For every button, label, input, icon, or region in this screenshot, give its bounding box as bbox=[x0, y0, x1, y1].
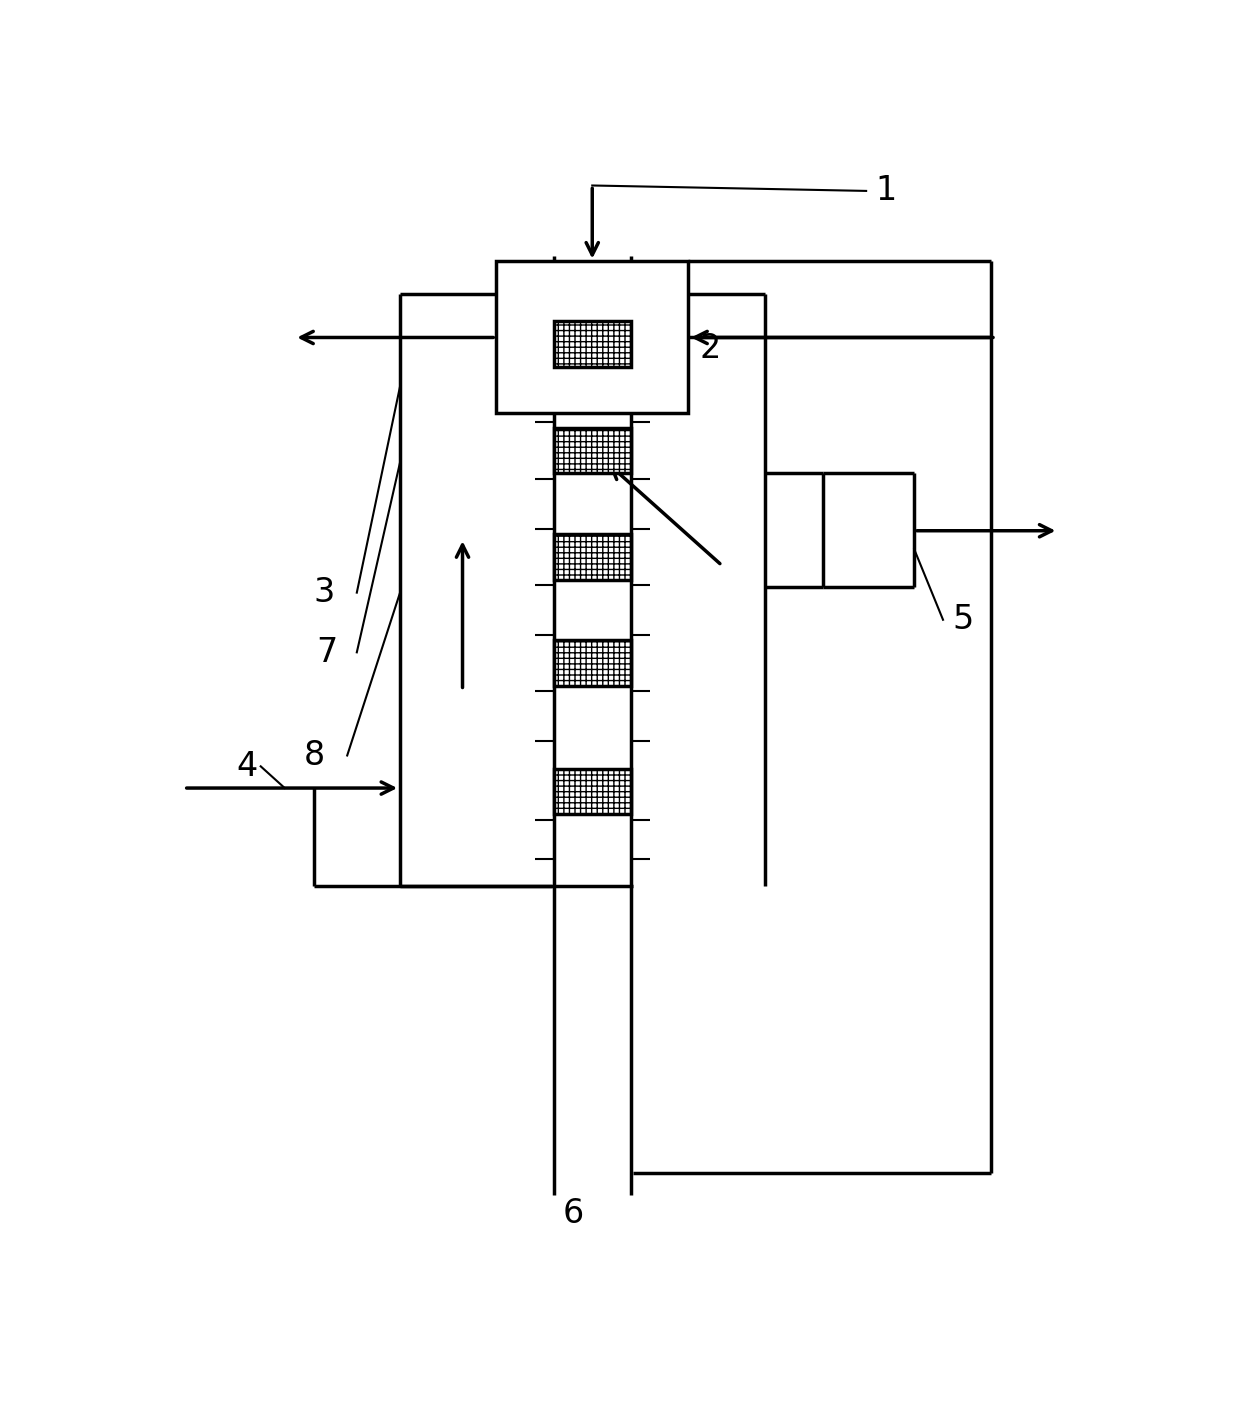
Text: 6: 6 bbox=[563, 1197, 584, 1230]
Text: 1: 1 bbox=[875, 175, 897, 207]
Text: 4: 4 bbox=[237, 750, 258, 783]
Text: 5: 5 bbox=[952, 603, 973, 636]
Text: 7: 7 bbox=[316, 636, 337, 668]
Bar bbox=[554, 321, 631, 367]
Bar bbox=[554, 640, 631, 687]
Bar bbox=[554, 768, 631, 814]
Text: 2: 2 bbox=[699, 331, 722, 365]
Bar bbox=[554, 534, 631, 580]
Bar bbox=[496, 261, 688, 413]
Text: 8: 8 bbox=[304, 739, 325, 773]
Bar bbox=[554, 427, 631, 474]
Text: 3: 3 bbox=[314, 577, 335, 609]
